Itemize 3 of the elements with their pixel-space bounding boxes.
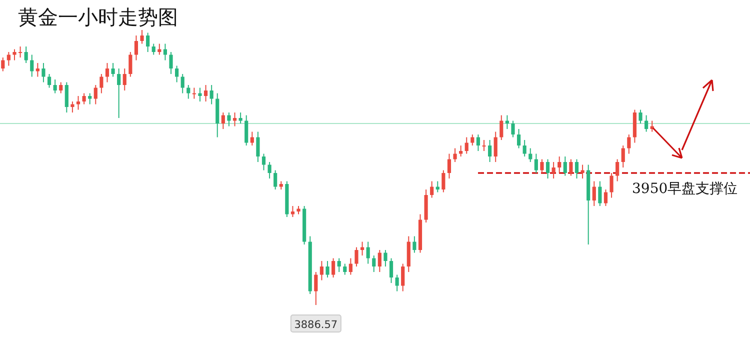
chart-title: 黄金一小时走势图 <box>18 5 178 29</box>
text: 3886.57 <box>294 319 338 331</box>
ref-line-label: 3950早盘支撑位 <box>632 181 738 197</box>
